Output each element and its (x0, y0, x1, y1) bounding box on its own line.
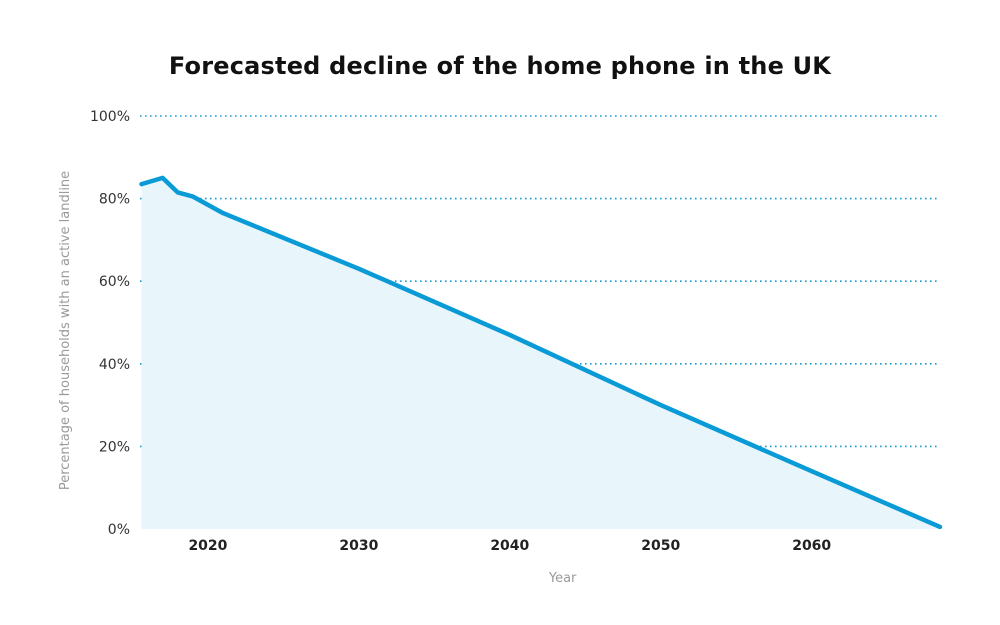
y-tick-label: 100% (90, 109, 130, 125)
x-tick-label: 2020 (188, 538, 227, 554)
x-tick-label: 2040 (490, 538, 529, 554)
y-tick-label: 20% (99, 439, 130, 455)
x-axis-ticks: 2020 2030 2040 2050 2060 (188, 538, 831, 554)
x-tick-label: 2030 (339, 538, 378, 554)
y-tick-label: 60% (99, 274, 130, 290)
y-tick-label: 0% (108, 522, 130, 538)
x-tick-label: 2060 (792, 538, 831, 554)
chart-title: Forecasted decline of the home phone in … (168, 52, 832, 80)
x-tick-label: 2050 (641, 538, 680, 554)
y-tick-label: 40% (99, 357, 130, 373)
y-axis-ticks: 0% 20% 40% 60% 80% 100% (90, 109, 130, 538)
y-axis-label: Percentage of households with an active … (58, 171, 73, 490)
x-axis-label: Year (548, 571, 577, 586)
series-line (139, 175, 943, 530)
y-tick-label: 80% (99, 192, 130, 208)
